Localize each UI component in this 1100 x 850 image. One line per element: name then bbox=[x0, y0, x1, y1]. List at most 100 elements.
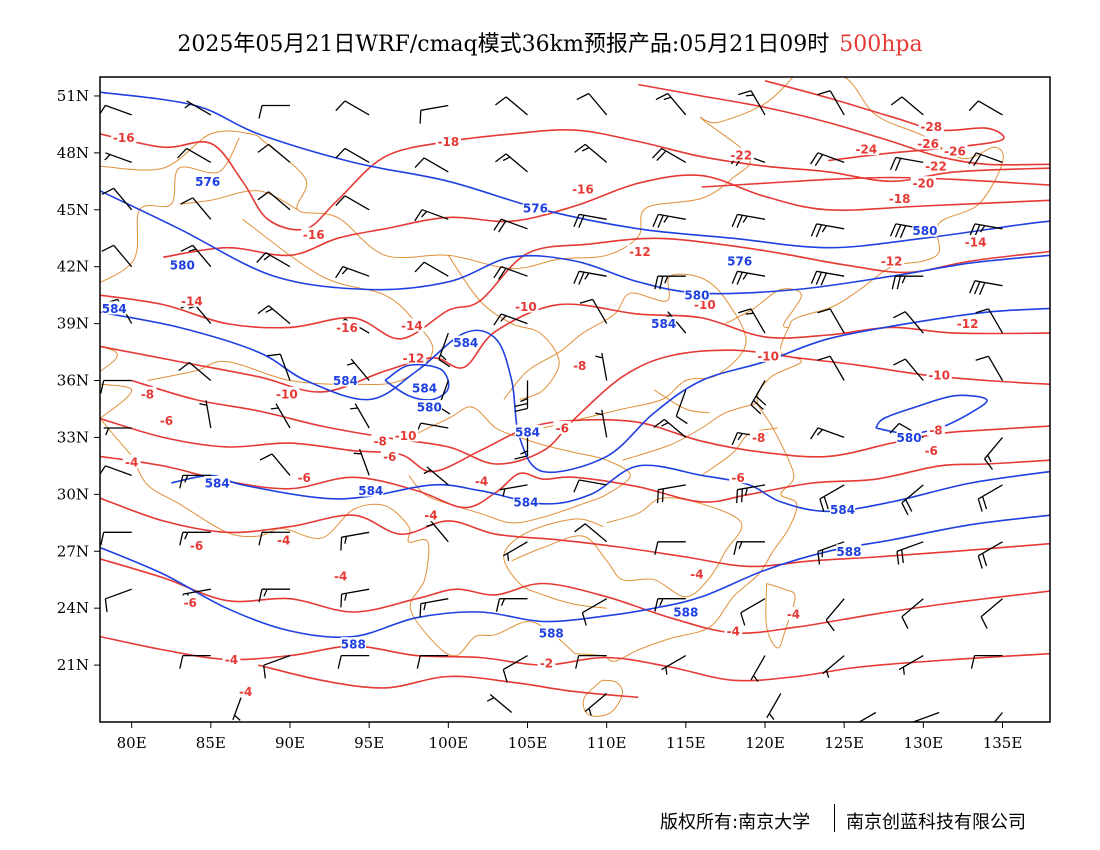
wind-barb bbox=[340, 531, 370, 551]
temperature-label: -4 bbox=[277, 533, 290, 547]
boundary-line bbox=[622, 402, 758, 461]
wind-barb bbox=[889, 156, 924, 171]
wind-barb bbox=[104, 152, 132, 164]
height-contour bbox=[100, 307, 1050, 474]
temperature-label: -4 bbox=[334, 569, 347, 583]
boundary-line bbox=[653, 389, 710, 414]
temperature-label: -22 bbox=[925, 160, 947, 174]
height-label: 584 bbox=[412, 382, 437, 396]
boundary-line bbox=[511, 497, 743, 598]
wind-barb bbox=[184, 100, 212, 116]
wind-barb bbox=[595, 352, 608, 381]
temperature-label-bg bbox=[886, 191, 913, 205]
wind-barb bbox=[340, 588, 370, 608]
company-name: 南京创蓝科技有限公司 bbox=[846, 812, 1026, 833]
boundary-line bbox=[147, 218, 434, 386]
lon-tick-label: 100E bbox=[429, 734, 469, 752]
temperature-label: -14 bbox=[401, 319, 423, 333]
wind-barb bbox=[495, 598, 528, 612]
temperature-label-bg bbox=[728, 147, 754, 161]
temperature-label-bg bbox=[537, 656, 556, 670]
temperature-label-bg bbox=[923, 159, 949, 173]
height-label: 584 bbox=[358, 484, 383, 498]
wind-barb bbox=[178, 361, 212, 381]
wind-barb bbox=[983, 436, 1003, 470]
temperature-label: -16 bbox=[113, 131, 135, 145]
wind-barb bbox=[993, 712, 1003, 722]
height-label-bg bbox=[514, 424, 541, 438]
wind-barb bbox=[977, 541, 1003, 569]
temperature-label-bg bbox=[111, 130, 137, 144]
chart-title: 2025年05月21日WRF/cmaq模式36km预报产品:05月21日09时 5… bbox=[0, 26, 1100, 58]
wind-barb bbox=[970, 654, 1003, 669]
wind-barb bbox=[901, 598, 924, 629]
wind-barb bbox=[573, 479, 607, 493]
height-label: 588 bbox=[539, 626, 564, 640]
wind-barb bbox=[750, 655, 766, 682]
height-label-bg bbox=[673, 604, 699, 618]
temperature-label-bg bbox=[399, 318, 425, 332]
temperature-label-bg bbox=[513, 299, 539, 313]
temperature-label: -6 bbox=[190, 539, 203, 553]
temperature-label: -4 bbox=[690, 568, 703, 582]
temperature-label: -16 bbox=[572, 182, 594, 196]
wind-barb bbox=[901, 484, 924, 516]
boundary-line bbox=[574, 77, 1004, 662]
boundary-line bbox=[100, 77, 794, 270]
lat-tick-label: 27N bbox=[57, 542, 89, 560]
wind-barb bbox=[100, 379, 132, 394]
temperature-label: -8 bbox=[573, 359, 586, 373]
wind-barb bbox=[495, 96, 528, 116]
wind-barb bbox=[103, 427, 132, 436]
wind-barb bbox=[423, 466, 449, 486]
height-label-bg bbox=[453, 335, 479, 349]
wind-barb bbox=[822, 655, 845, 678]
wind-barb bbox=[750, 380, 767, 415]
height-label-bg bbox=[332, 373, 359, 387]
title-main: 2025年05月21日WRF/cmaq模式36km预报产品:05月21日09时 bbox=[177, 32, 830, 57]
temperature-label-bg bbox=[918, 119, 944, 133]
wind-barb bbox=[180, 244, 212, 268]
wind-barb bbox=[573, 213, 607, 228]
height-label: 584 bbox=[515, 425, 540, 439]
temperature-label: -10 bbox=[757, 349, 779, 363]
boundary-line bbox=[503, 518, 607, 609]
temperature-label: -12 bbox=[881, 255, 903, 269]
temperature-contour bbox=[100, 635, 1050, 682]
lat-tick-label: 42N bbox=[57, 258, 89, 276]
height-label: 576 bbox=[195, 175, 220, 189]
temperature-label: -10 bbox=[928, 368, 950, 382]
wind-barb bbox=[810, 270, 845, 286]
wind-barb bbox=[259, 453, 291, 476]
temperature-label: -4 bbox=[787, 607, 800, 621]
temperature-label: -6 bbox=[556, 421, 569, 435]
wind-barb bbox=[738, 90, 766, 116]
temperature-label: -8 bbox=[141, 387, 154, 401]
wind-barb bbox=[270, 403, 291, 429]
temperature-label: -6 bbox=[383, 450, 396, 464]
temperature-label: -22 bbox=[730, 148, 752, 162]
wind-barb bbox=[100, 531, 132, 546]
wind-barb bbox=[335, 195, 370, 211]
temperature-contour bbox=[100, 558, 1050, 634]
height-label-bg bbox=[101, 301, 127, 315]
height-label: 580 bbox=[912, 224, 937, 238]
wind-barb bbox=[350, 403, 370, 429]
temperature-label: -12 bbox=[629, 245, 651, 259]
temperature-label-bg bbox=[910, 176, 936, 190]
wind-barb bbox=[584, 693, 608, 716]
temperature-label: -16 bbox=[336, 321, 358, 335]
temperature-label-bg bbox=[915, 136, 941, 150]
wind-barb bbox=[969, 280, 1003, 296]
wind-barb bbox=[576, 92, 608, 116]
wind-barb bbox=[817, 541, 845, 565]
temperature-contour bbox=[100, 417, 1050, 473]
boundary-line bbox=[100, 418, 576, 657]
lon-tick-label: 95E bbox=[354, 734, 384, 752]
height-label-bg bbox=[358, 483, 384, 497]
temperature-label: -6 bbox=[298, 471, 311, 485]
temperature-label: -4 bbox=[239, 685, 252, 699]
wind-barb bbox=[654, 275, 686, 290]
height-contour bbox=[100, 514, 1050, 639]
height-label: 580 bbox=[684, 289, 709, 303]
